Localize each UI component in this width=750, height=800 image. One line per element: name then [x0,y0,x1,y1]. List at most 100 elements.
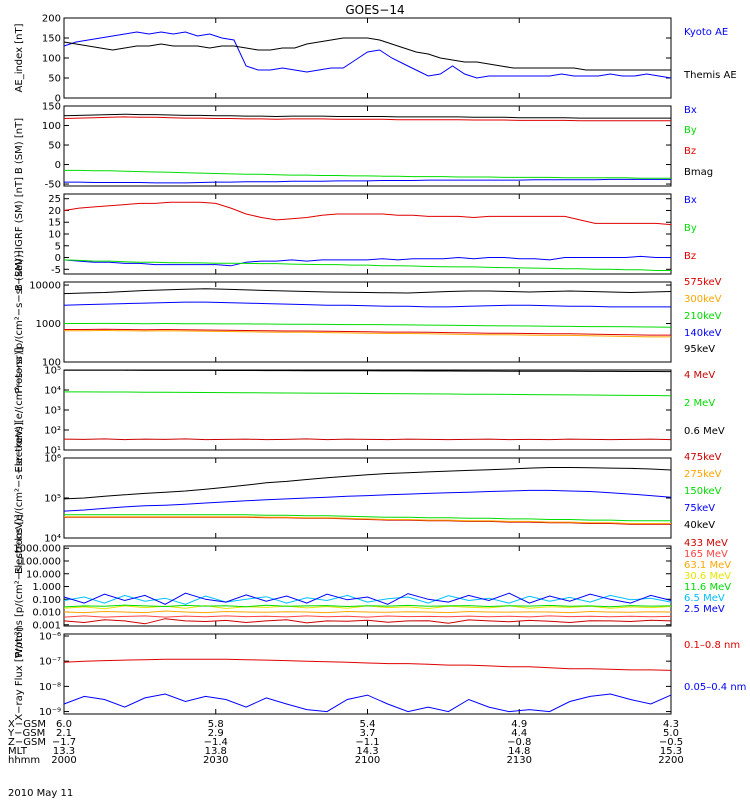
ephemeris-row-label: Z−GSM [8,737,46,748]
ytick-label: 5 [55,241,61,252]
ephemeris-value: 5.8 [208,719,224,730]
legend-entry: Bz [684,146,696,157]
legend-entry: 4 MeV [684,370,715,381]
ephemeris-value: 13.8 [205,746,227,757]
ephemeris-value: −1.7 [52,737,76,748]
ytick-label: 1000 [36,319,61,330]
series-line-0-1-0-8-nm [63,658,672,671]
ephemeris-value: 5.4 [360,719,376,730]
ephemeris-value: 2000 [51,755,76,766]
ephemeris-row-label: X−GSM [8,719,46,730]
panel-frame [63,17,672,99]
ephemeris-value: 6.0 [56,719,72,730]
series-line-0-6-mev [64,369,672,373]
ephemeris-value: 14.3 [356,746,378,757]
legend-entry: 433 MeV [684,538,728,549]
panel-frame [63,633,672,715]
y-axis-label: Protons [p/(cm²−s−sr−keV)] [14,250,25,393]
series-line-475kev [64,516,671,525]
panel-6: 10⁴ 10⁵ 10⁶ Electrons [e/(cm²−s−sr−keV)] 475… [14,422,722,574]
legend-entry: Bx [684,105,697,116]
ytick-label: 15 [48,218,61,229]
ytick-label: 200 [42,14,61,25]
series-line-bmag [63,113,671,119]
y-axis-label: X−ray Flux [W/m²] [14,627,25,720]
series-line-165-mev [63,615,672,618]
ytick-label: 10¹ [44,446,61,457]
legend-entry: 30.6 MeV [684,571,731,582]
series-line-kyoto-ae [63,31,672,79]
y-axis-label: Protons [p/(cm²−s−sr−keV)] [14,514,25,657]
y-axis-label: Electrons [e/(cm²−s−sr−keV)] [14,422,25,574]
ephemeris-row-label: MLT [8,746,28,757]
panel-1: 0 50 100 150 200 AE_index [nT] Kyoto AE Themis … [14,14,737,105]
series-line-themis-ae [63,37,671,71]
legend-entry: 75keV [684,503,715,514]
legend-entry: 575keV [684,277,722,288]
legend-entry: 95keV [684,344,715,355]
ytick-label: 10⁻⁷ [39,657,61,668]
ytick-label: 150 [42,102,61,113]
legend-entry: 150keV [684,486,722,497]
series-line-11-6-mev [63,604,672,608]
ytick-label: 100 [42,121,61,132]
panel-frame [63,281,672,363]
legend-entry: 63.1 MeV [684,560,731,571]
legend-entry: Bx [684,195,697,206]
series-line-by [64,169,671,179]
ytick-label: -5 [51,265,61,276]
panel-frame [63,545,672,627]
legend-entry: 11.6 MeV [684,582,731,593]
series-line-300kev [64,329,671,338]
legend-entry: 40keV [684,520,715,531]
series-line-bx [63,255,671,267]
series-line-2-5-mev [63,592,672,605]
ephemeris-value: 4.9 [511,719,527,730]
ephemeris-value: 4.4 [511,728,527,739]
ytick-label: 50 [48,74,61,85]
ytick-label: 0 [55,94,61,105]
series-line-75kev [63,489,672,512]
ephemeris-value: −1.4 [204,737,228,748]
ytick-label: 10 [48,230,61,241]
legend-entry: Bmag [684,167,713,178]
ytick-label: 10⁴ [44,534,61,545]
panel-5: 10¹ 10² 10³ 10⁴ 10⁵ Electrons [e/(cm²−s−sr)] 4… [14,347,725,472]
legend-entry: By [684,125,697,136]
ytick-label: 20 [48,206,61,217]
legend-entry: 475keV [684,452,722,463]
legend-entry: 210keV [684,311,722,322]
ytick-label: 0.100 [32,595,61,606]
legend-entry: 300keV [684,294,722,305]
series-line-0-05-0-4-nm [63,693,672,713]
ytick-label: 1.000 [32,582,61,593]
ephemeris-value: 3.7 [360,728,376,739]
y-axis-label: B (SM) [nT] [14,118,25,174]
ephemeris-value: 2.1 [56,728,72,739]
ephemeris-value: 5.0 [663,728,679,739]
legend-entry: Themis AE [683,70,737,81]
series-line-bx [64,178,671,184]
ytick-label: 10³ [44,406,61,417]
series-line-40kev [63,467,672,500]
ytick-label: 0.010 [32,608,61,619]
ephemeris-value: 2200 [658,755,683,766]
ephemeris-value: 2030 [203,755,228,766]
legend-entry: 2.5 MeV [684,604,725,615]
series-line-6-5-mev [63,594,672,605]
ytick-label: 25 [48,194,61,205]
series-line-210kev [64,322,672,328]
series-line-95kev [63,288,672,295]
ytick-label: 100.000 [20,556,61,567]
series-line-275kev [64,516,671,524]
y-axis-label: AE_index [nT] [14,23,25,92]
ephemeris-value: −1.1 [355,737,379,748]
figure-title: GOES−14 [345,3,404,17]
series-line-by [63,259,671,271]
ytick-label: 10⁵ [44,494,61,505]
ytick-label: 150 [42,34,61,45]
